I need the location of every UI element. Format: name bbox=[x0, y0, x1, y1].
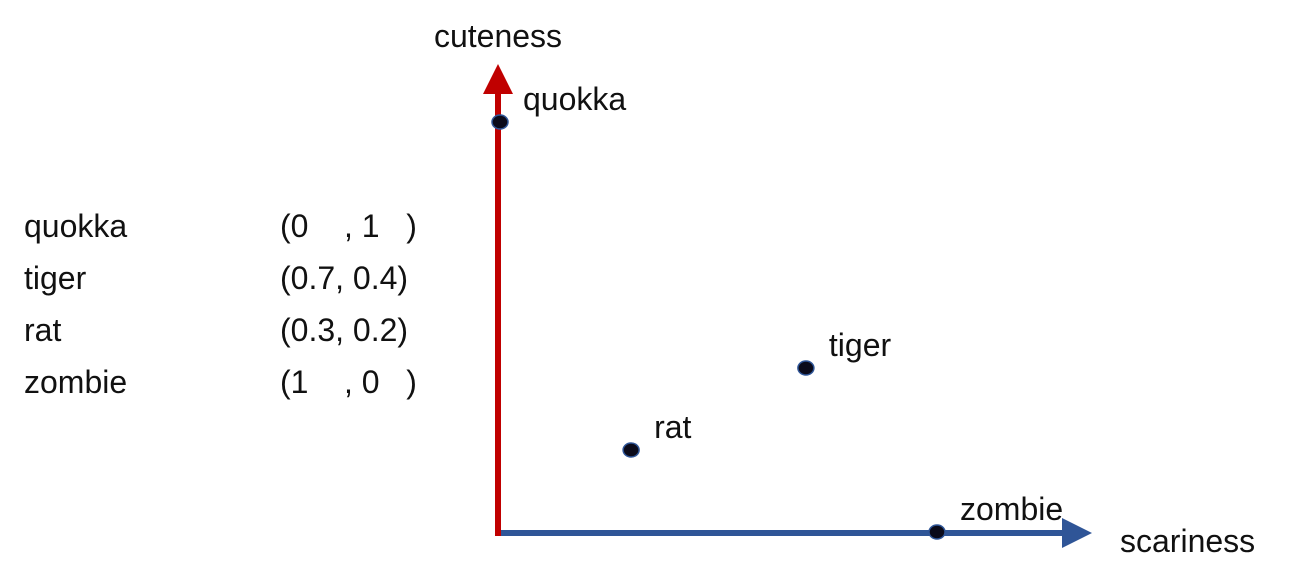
point-label-zombie: zombie bbox=[960, 491, 1063, 527]
point-tiger bbox=[797, 360, 815, 376]
point-quokka bbox=[491, 114, 509, 130]
point-label-rat: rat bbox=[654, 409, 691, 445]
point-label-quokka: quokka bbox=[523, 81, 626, 117]
animal-name: zombie bbox=[24, 364, 128, 400]
point-zombie bbox=[928, 524, 946, 540]
y-axis-label: cuteness bbox=[434, 18, 562, 54]
point-rat bbox=[622, 442, 640, 458]
animal-name: tiger bbox=[24, 260, 87, 296]
animal-coordinates: (0.3, 0.2) bbox=[280, 312, 409, 348]
x-axis-label: scariness bbox=[1120, 523, 1255, 559]
points-layer: quokka tiger rat zombie bbox=[491, 81, 1063, 540]
table-row: rat (0.3, 0.2) bbox=[24, 304, 408, 356]
animal-coordinates: (0.7, 0.4) bbox=[280, 260, 409, 296]
point-label-tiger: tiger bbox=[829, 327, 892, 363]
table-row: tiger (0.7, 0.4) bbox=[24, 252, 408, 304]
animal-coordinates: (0 , 1 ) bbox=[280, 208, 417, 244]
coordinates-table: quokka (0 , 1 ) tiger (0.7, 0.4) rat (0.… bbox=[24, 200, 417, 408]
table-row: quokka (0 , 1 ) bbox=[24, 200, 417, 252]
table-row: zombie (1 , 0 ) bbox=[24, 356, 417, 408]
animal-coordinates: (1 , 0 ) bbox=[280, 364, 417, 400]
animal-name: quokka bbox=[24, 208, 128, 244]
animal-name: rat bbox=[24, 312, 62, 348]
